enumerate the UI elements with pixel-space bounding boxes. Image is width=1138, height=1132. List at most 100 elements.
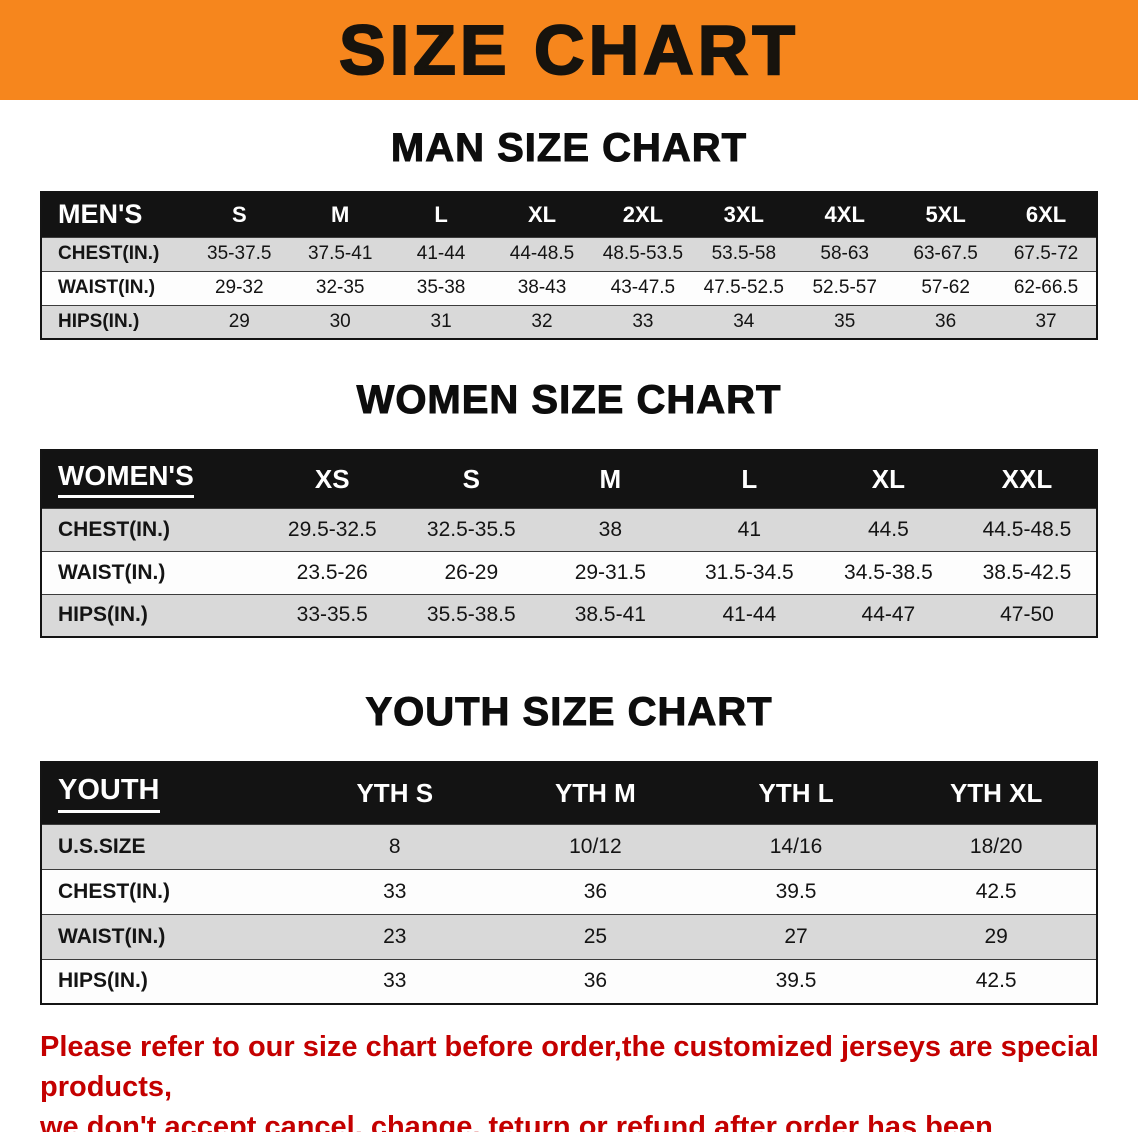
size-value-cell: 42.5 [975, 969, 1017, 993]
table-label-text: WOMEN'S [58, 460, 194, 499]
row-label: WAIST(IN.) [58, 560, 166, 584]
size-value-cell: 37 [1035, 310, 1057, 332]
size-value-cell: 44.5-48.5 [982, 517, 1072, 541]
men-size-table: MEN'S S M L XL 2XL 3XL 4XL 5XL 6XL CHEST(IN.) 35-37… [40, 191, 1098, 340]
size-value-cell: 29-32 [214, 277, 264, 298]
size-value-cell: 39.5 [775, 879, 817, 903]
column-header: 6XL [1025, 201, 1067, 227]
column-header: YTH M [554, 777, 636, 808]
column-header: L [434, 201, 448, 227]
column-header: L [741, 463, 758, 494]
women-section-heading: WOMEN SIZE CHART [356, 378, 782, 423]
row-label: CHEST(IN.) [58, 243, 160, 264]
table-row: HIPS(IN.) 33 36 39.5 42.5 [41, 959, 1097, 1004]
header-row: MEN'S S M L XL 2XL 3XL 4XL 5XL 6XL [41, 192, 1097, 237]
size-value-cell: 58-63 [820, 243, 870, 264]
size-value-cell: 29.5-32.5 [287, 517, 377, 541]
column-header: XS [314, 463, 350, 494]
table-label-header: MEN'S [41, 192, 189, 237]
size-value-cell: 41-44 [416, 243, 466, 264]
column-header: YTH S [356, 777, 434, 808]
size-value-cell: 38 [598, 517, 622, 541]
column-header: YTH XL [949, 777, 1043, 808]
table-row: HIPS(IN.) 33-35.5 35.5-38.5 38.5-41 41-44 44-… [41, 594, 1097, 637]
size-value-cell: 47-50 [1000, 603, 1054, 627]
size-value-cell: 36 [583, 879, 608, 903]
table-row: HIPS(IN.) 29 30 31 32 33 34 35 36 37 [41, 305, 1097, 339]
row-label: HIPS(IN.) [58, 310, 140, 332]
table-row: U.S.SIZE 8 10/12 14/16 18/20 [41, 824, 1097, 869]
column-header: XXL [1001, 463, 1053, 494]
size-value-cell: 34.5-38.5 [844, 560, 933, 584]
table-label-text: YOUTH [58, 774, 160, 813]
size-value-cell: 33-35.5 [296, 603, 368, 627]
size-value-cell: 30 [329, 310, 351, 332]
size-value-cell: 62-66.5 [1013, 277, 1079, 298]
size-value-cell: 31 [430, 310, 452, 332]
table-label-text: MEN'S [58, 199, 143, 230]
column-header: XL [527, 201, 557, 227]
column-header: S [462, 463, 480, 494]
size-value-cell: 32.5-35.5 [426, 517, 516, 541]
size-value-cell: 44-47 [861, 603, 916, 627]
women-size-table: WOMEN'S XS S M L XL XXL CHEST(IN.) 29.5-32.5 32.5… [40, 449, 1098, 638]
column-header: 2XL [622, 201, 664, 227]
column-header: S [231, 201, 247, 227]
size-value-cell: 35 [834, 310, 856, 332]
table-row: CHEST(IN.) 35-37.5 37.5-41 41-44 44-48.5 48.5… [41, 237, 1097, 271]
men-size-section: MAN SIZE CHART MEN'S S M L XL 2XL 3XL 4XL 5XL 6XL… [0, 126, 1138, 340]
size-value-cell: 53.5-58 [711, 243, 777, 264]
row-label: U.S.SIZE [58, 834, 146, 858]
size-value-cell: 29-31.5 [574, 560, 646, 584]
size-value-cell: 37.5-41 [307, 243, 373, 264]
size-value-cell: 35.5-38.5 [426, 603, 516, 627]
size-value-cell: 33 [383, 879, 407, 903]
column-header: 4XL [824, 201, 865, 227]
disclaimer-note: Please refer to our size chart before or… [40, 1027, 1102, 1132]
column-header: 5XL [925, 201, 966, 227]
size-value-cell: 32-35 [315, 277, 365, 298]
size-value-cell: 35-38 [416, 277, 466, 298]
row-label: HIPS(IN.) [58, 969, 148, 993]
column-header: XL [871, 463, 905, 494]
size-value-cell: 38.5-42.5 [982, 560, 1072, 584]
size-value-cell: 14/16 [769, 834, 823, 858]
size-value-cell: 36 [935, 310, 957, 332]
row-label: HIPS(IN.) [58, 603, 148, 627]
size-value-cell: 52.5-57 [812, 277, 877, 298]
size-value-cell: 29 [228, 310, 250, 332]
column-header: M [331, 201, 350, 227]
table-row: CHEST(IN.) 33 36 39.5 42.5 [41, 869, 1097, 914]
size-value-cell: 23.5-26 [296, 560, 368, 584]
size-value-cell: 29 [984, 924, 1008, 948]
size-value-cell: 38-43 [517, 277, 567, 298]
men-section-heading: MAN SIZE CHART [390, 126, 748, 171]
size-value-cell: 43-47.5 [610, 277, 676, 298]
size-value-cell: 34 [733, 310, 755, 332]
disclaimer-line-1: Please refer to our size chart before or… [40, 1031, 1099, 1104]
size-value-cell: 48.5-53.5 [602, 243, 684, 264]
size-value-cell: 41 [737, 517, 762, 541]
size-value-cell: 26-29 [444, 560, 499, 584]
size-value-cell: 42.5 [975, 879, 1017, 903]
youth-size-table: YOUTH YTH S YTH M YTH L YTH XL U.S.SIZE 8 10/12… [40, 761, 1098, 1005]
size-value-cell: 8 [388, 834, 401, 858]
row-label: CHEST(IN.) [58, 879, 170, 903]
size-value-cell: 57-62 [921, 277, 970, 298]
size-value-cell: 31.5-34.5 [704, 560, 794, 584]
disclaimer-line-2: we don't accept cancel, change, teturn o… [40, 1111, 993, 1132]
header-row: YOUTH YTH S YTH M YTH L YTH XL [41, 762, 1097, 824]
size-value-cell: 47.5-52.5 [703, 277, 784, 298]
header-row: WOMEN'S XS S M L XL XXL [41, 450, 1097, 508]
size-value-cell: 23 [383, 924, 407, 948]
women-size-section: WOMEN SIZE CHART WOMEN'S XS S M L XL XXL CHEST(… [0, 378, 1138, 638]
table-row: WAIST(IN.) 23.5-26 26-29 29-31.5 31.5-34.5 34… [41, 551, 1097, 594]
size-value-cell: 39.5 [775, 969, 817, 993]
size-value-cell: 32 [531, 310, 553, 332]
row-label: WAIST(IN.) [58, 924, 166, 948]
size-value-cell: 18/20 [969, 834, 1023, 858]
size-value-cell: 10/12 [569, 834, 622, 858]
table-label-header: WOMEN'S [41, 450, 263, 508]
size-value-cell: 44-48.5 [509, 243, 575, 264]
